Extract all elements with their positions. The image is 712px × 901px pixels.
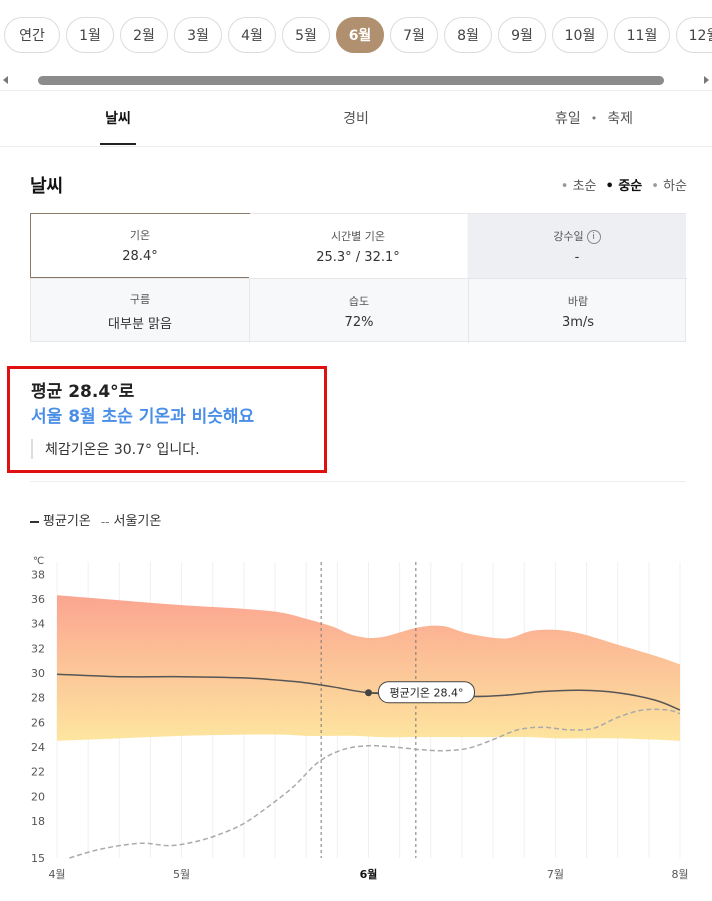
scroll-left-arrow-icon[interactable] [3, 76, 8, 84]
month-pill-11[interactable]: 11월 [614, 17, 670, 53]
scroll-right-arrow-icon[interactable] [704, 76, 709, 84]
x-tick-label: 4월 [48, 868, 65, 881]
y-tick-label: 36 [31, 593, 45, 606]
tab-festivals[interactable]: 축제 [607, 111, 634, 127]
month-selector: 연간1월2월3월4월5월6월7월8월9월10월11월12월 [4, 17, 712, 55]
month-pill-6[interactable]: 6월 [336, 17, 384, 53]
y-tick-label: 30 [31, 667, 45, 680]
x-tick-label: 5월 [173, 868, 190, 881]
y-tick-label: 28 [31, 692, 45, 705]
stat-rain-days[interactable]: 강수일 i - [468, 214, 686, 278]
stat-wind[interactable]: 바람 3m/s [468, 278, 687, 343]
summary-comparison: 서울 8월 초순 기온과 비슷해요 [31, 407, 255, 427]
y-tick-label: 15 [31, 852, 45, 865]
info-icon[interactable]: i [586, 229, 601, 244]
month-pill-5[interactable]: 5월 [282, 17, 330, 53]
temperature-range-band [57, 595, 680, 741]
summary-feels-like: 체감기온은 30.7° 입니다. [31, 439, 200, 459]
y-tick-label: 18 [31, 815, 45, 828]
period-filter: • 초순 • 중순 • 하순 [561, 175, 687, 194]
stat-hourly-temperature[interactable]: 시간별 기온 25.3° / 32.1° [249, 214, 467, 278]
month-pill-9[interactable]: 9월 [498, 17, 546, 53]
y-tick-label: 22 [31, 766, 45, 779]
stat-clouds[interactable]: 구름 대부분 맑음 [31, 278, 249, 343]
tab-cost[interactable]: 경비 [343, 111, 369, 127]
temperature-summary-box: 평균 28.4°로 서울 8월 초순 기온과 비슷해요 체감기온은 30.7° … [7, 366, 327, 473]
chart-legend: 평균기온 -- 서울기온 [30, 510, 161, 529]
y-tick-label: 32 [31, 642, 45, 655]
marker-label: 평균기온 28.4° [390, 687, 464, 700]
y-unit-label: ℃ [33, 556, 44, 567]
month-pill-8[interactable]: 8월 [444, 17, 492, 53]
month-pill-2[interactable]: 2월 [120, 17, 168, 53]
y-tick-label: 34 [31, 618, 45, 631]
tab-weather[interactable]: 날씨 [105, 111, 131, 127]
legend-solid-line-icon [30, 520, 39, 523]
active-tab-underline [100, 143, 136, 145]
y-tick-label: 24 [31, 741, 45, 754]
month-pill-3[interactable]: 3월 [174, 17, 222, 53]
legend-seoul: -- 서울기온 [100, 514, 162, 529]
x-tick-label: 6월 [360, 867, 378, 881]
x-tick-label: 8월 [671, 868, 688, 881]
y-tick-label: 38 [31, 568, 45, 581]
section-divider [30, 481, 686, 482]
weather-stats-grid: 기온 28.4° 시간별 기온 25.3° / 32.1° 강수일 i - 구름 … [30, 213, 687, 343]
month-scrollbar[interactable] [0, 76, 712, 86]
month-pill-0[interactable]: 연간 [4, 17, 60, 53]
tab-separator: • [590, 111, 598, 125]
temperature-chart: 38 36 34 32 30 28 26 24 22 20 18 15 ℃ 평균기온 28.4° 4월 5월 6… [31, 556, 689, 881]
stat-temperature[interactable]: 기온 28.4° [30, 213, 250, 278]
legend-average: 평균기온 [30, 510, 91, 529]
y-tick-label: 26 [31, 716, 45, 729]
summary-average: 평균 28.4°로 [31, 382, 135, 402]
weather-section-title: 날씨 [30, 176, 64, 197]
legend-dashed-line-icon: -- [100, 514, 110, 529]
month-pill-4[interactable]: 4월 [228, 17, 276, 53]
stat-humidity[interactable]: 습도 72% [249, 278, 468, 343]
month-pill-7[interactable]: 7월 [390, 17, 438, 53]
scrollbar-thumb[interactable] [38, 76, 664, 85]
period-late[interactable]: • 하순 [651, 179, 687, 194]
period-early[interactable]: • 초순 [560, 179, 597, 194]
tab-holidays-festivals: 휴일 • 축제 [536, 91, 652, 145]
period-mid[interactable]: • 중순 [605, 179, 643, 194]
month-pill-10[interactable]: 10월 [552, 17, 608, 53]
tab-bar: 날씨 경비 휴일 • 축제 [0, 90, 712, 147]
tab-holidays[interactable]: 휴일 [554, 111, 581, 127]
marker-label-box [378, 681, 475, 704]
y-tick-label: 20 [31, 790, 45, 803]
month-pill-12[interactable]: 12월 [676, 17, 712, 53]
x-tick-label: 7월 [547, 868, 564, 881]
series-seoul-line [69, 708, 681, 859]
month-pill-1[interactable]: 1월 [66, 17, 114, 53]
